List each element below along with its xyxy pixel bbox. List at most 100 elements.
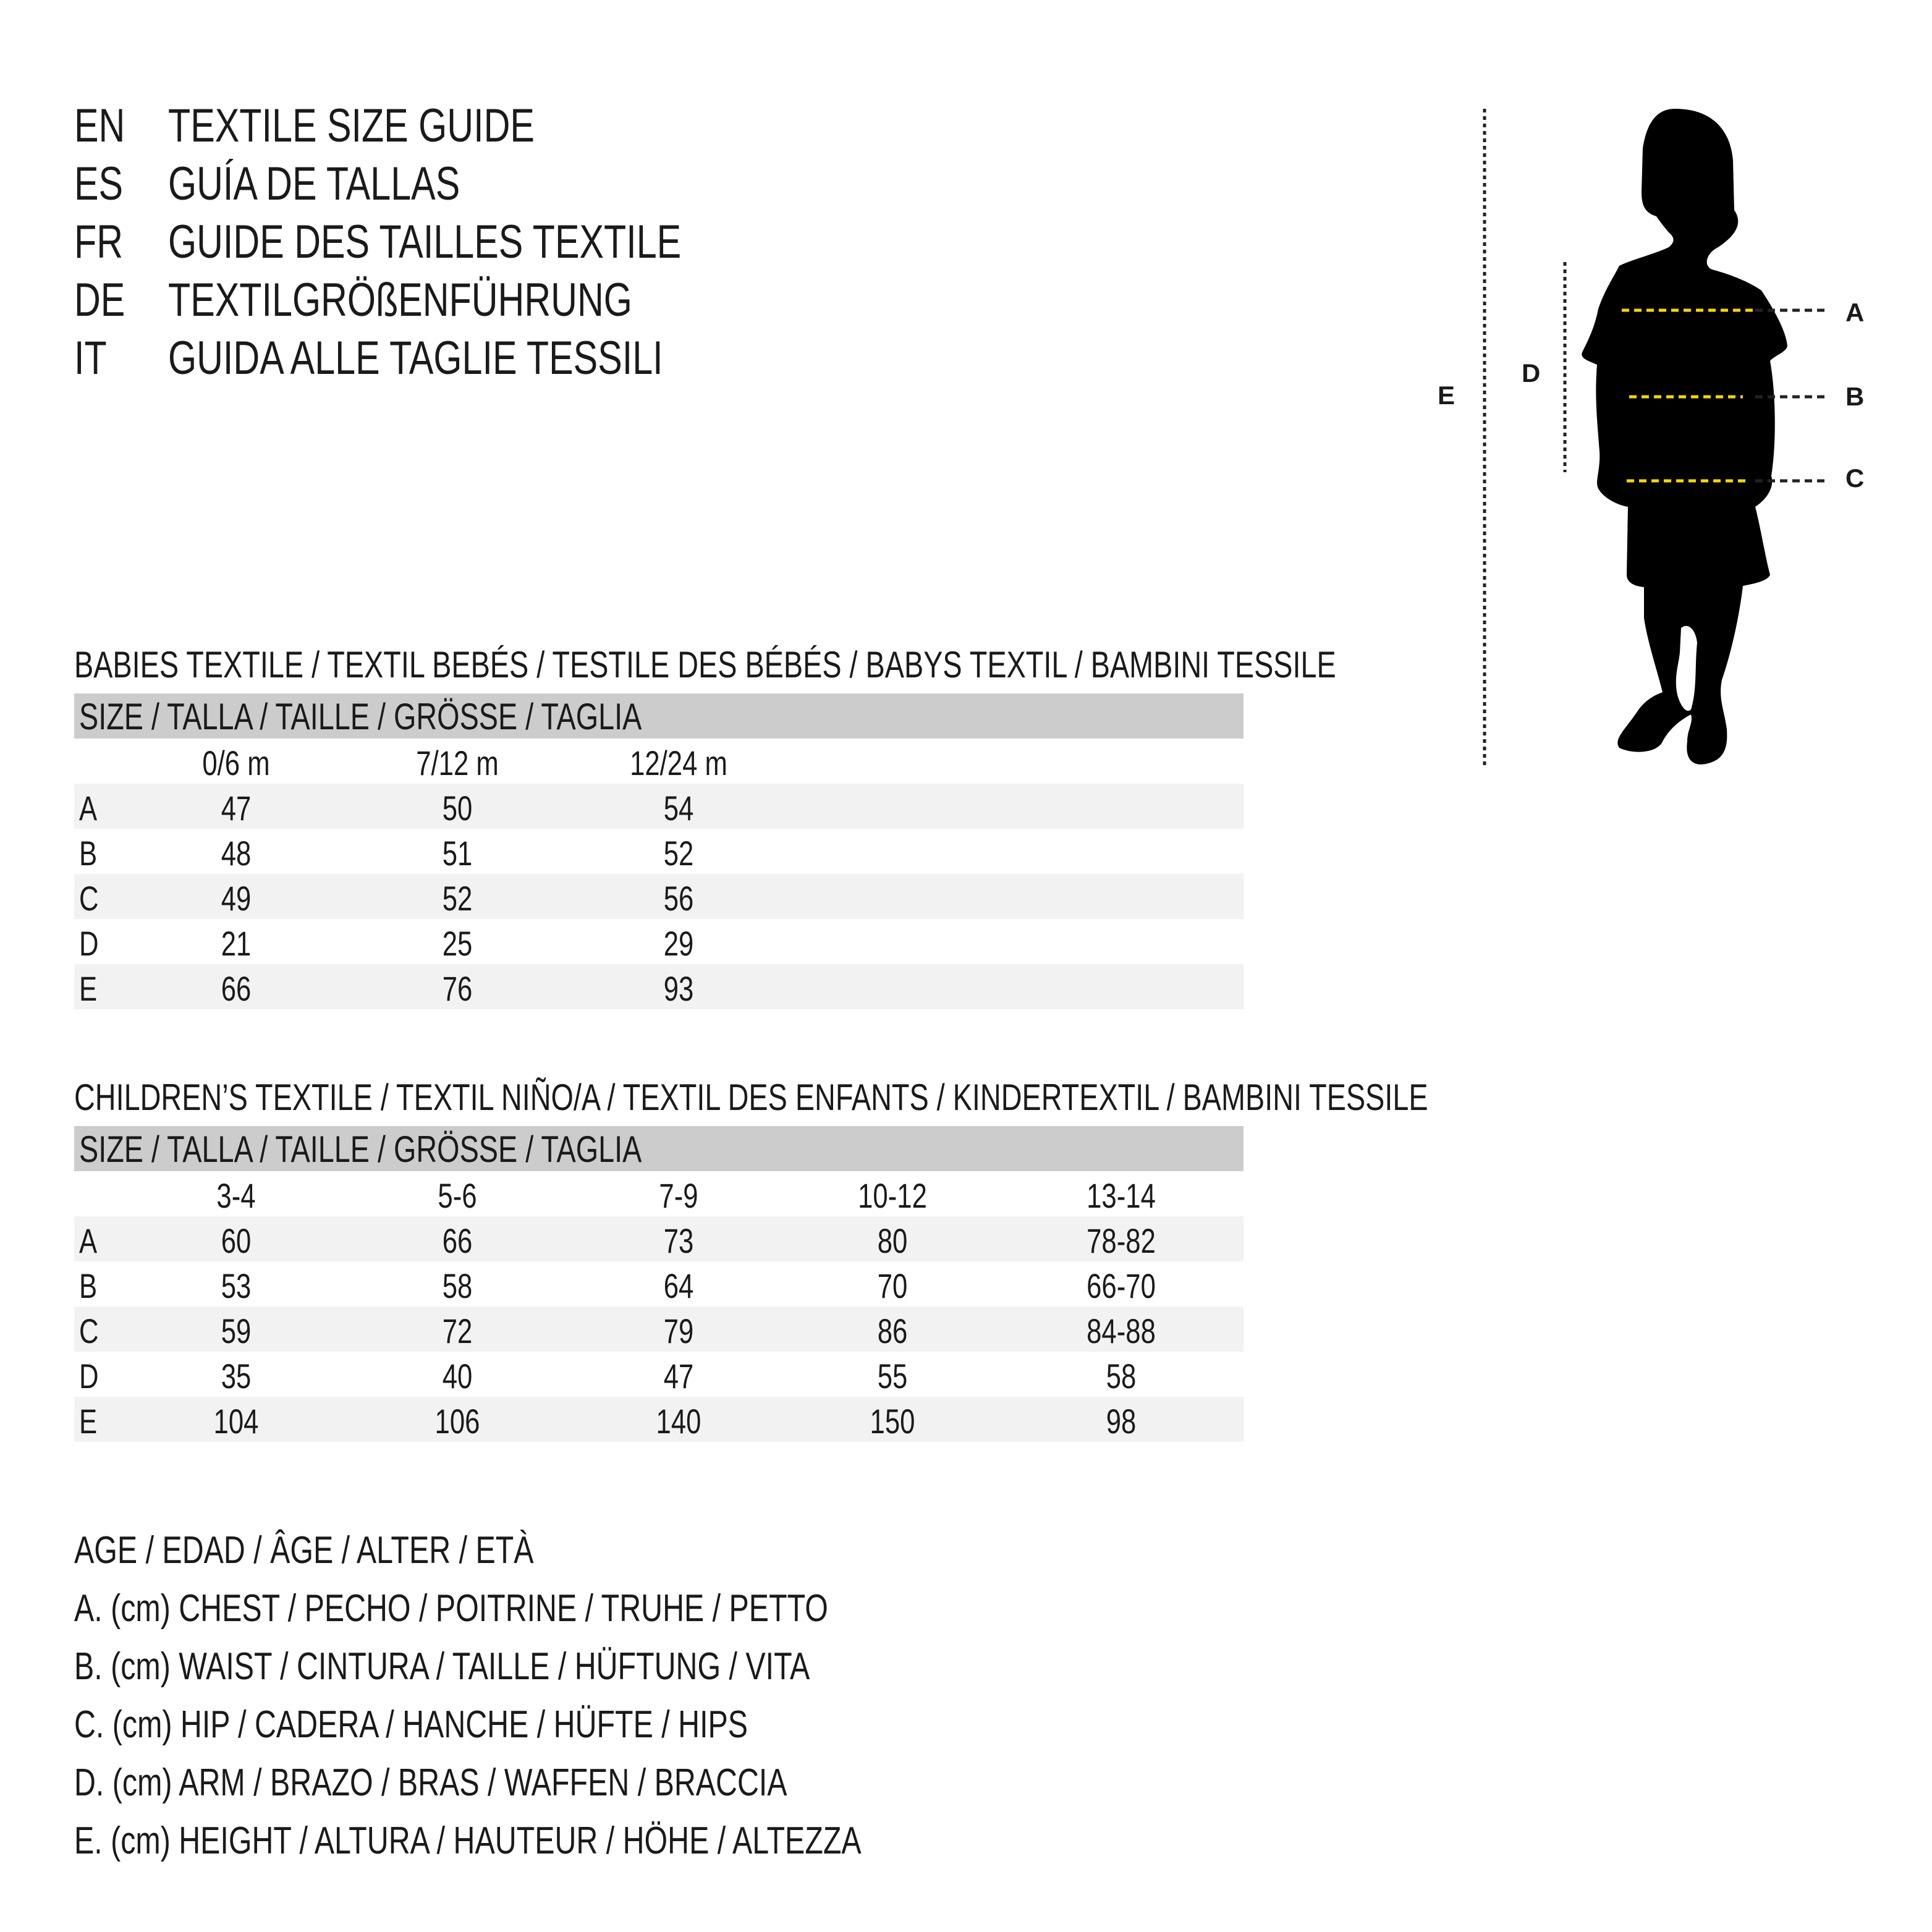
table-header-bar xyxy=(74,1126,1244,1171)
table-cell: 40 xyxy=(443,1359,496,1394)
table-cell-text: 60 xyxy=(221,1221,252,1260)
table-cell: 52 xyxy=(664,836,717,871)
column-header: 0/6 m xyxy=(202,746,323,781)
row-label-text: E xyxy=(79,969,98,1008)
table-cell-text: 140 xyxy=(656,1402,701,1441)
label-c: C xyxy=(1845,464,1864,493)
table-cell-text: 98 xyxy=(1106,1402,1137,1441)
legend-item: E. (cm) HEIGHT / ALTURA / HAUTEUR / HÖHE… xyxy=(74,1822,1083,1860)
column-header: 12/24 m xyxy=(630,746,803,781)
row-label: E xyxy=(79,1404,102,1439)
row-label-text: A xyxy=(79,789,98,828)
table-cell: 56 xyxy=(664,881,717,916)
table-cell: 49 xyxy=(221,881,274,916)
row-label-text: B xyxy=(79,834,98,873)
title-text: GUÍA DE TALLAS xyxy=(168,161,542,208)
legend-item-text: AGE / EDAD / ÂGE / ALTER / ETÀ xyxy=(74,1529,534,1572)
table-cell: 80 xyxy=(878,1224,931,1258)
table-cell-text: 21 xyxy=(221,924,252,963)
title-lang-code: FR xyxy=(74,219,137,266)
table-cell: 66 xyxy=(221,972,274,1006)
table-cell: 70 xyxy=(878,1269,931,1303)
table-row-stripe xyxy=(74,964,1244,1009)
table-cell-text: 55 xyxy=(877,1357,908,1396)
row-label-text: B xyxy=(79,1266,98,1305)
table-cell: 35 xyxy=(221,1359,274,1394)
table-cell-text: 47 xyxy=(663,1357,694,1396)
title-text-text: GUIDA ALLE TAGLIE TESSILI xyxy=(168,332,663,384)
table-cell: 104 xyxy=(214,1404,294,1439)
title-lang-code-text: EN xyxy=(74,100,125,152)
table-cell-text: 52 xyxy=(442,879,473,918)
table-cell-text: 47 xyxy=(221,789,252,828)
table-cell-text: 49 xyxy=(221,879,252,918)
table-cell: 54 xyxy=(664,791,717,826)
leg-gap xyxy=(1676,625,1697,711)
table-cell: 48 xyxy=(221,836,274,871)
section-title: BABIES TEXTILE / TEXTIL BEBÉS / TESTILE … xyxy=(74,646,1692,684)
title-text: GUIDE DES TAILLES TEXTILE xyxy=(168,219,826,266)
table-cell: 86 xyxy=(878,1314,931,1349)
row-label: B xyxy=(79,1269,102,1303)
table-cell: 55 xyxy=(878,1359,931,1394)
title-lang-code-text: FR xyxy=(74,216,124,268)
table-cell-text: 66-70 xyxy=(1087,1266,1156,1305)
table-cell-text: 25 xyxy=(442,924,473,963)
table-cell: 58 xyxy=(443,1269,496,1303)
row-label: C xyxy=(79,881,104,916)
title-lang-code: ES xyxy=(74,161,137,208)
table-row-stripe xyxy=(74,1216,1244,1261)
legend-item-text: B. (cm) WAIST / CINTURA / TAILLE / HÜFTU… xyxy=(74,1645,810,1688)
table-cell: 29 xyxy=(664,926,717,961)
table-cell: 73 xyxy=(664,1224,717,1258)
table-cell: 78-82 xyxy=(1087,1224,1210,1258)
row-label-text: D xyxy=(79,924,99,963)
legend-item-text: A. (cm) CHEST / PECHO / POITRINE / TRUHE… xyxy=(74,1587,828,1630)
table-cell-text: 84-88 xyxy=(1087,1311,1156,1350)
legend-item: B. (cm) WAIST / CINTURA / TAILLE / HÜFTU… xyxy=(74,1648,1017,1686)
table-row-stripe xyxy=(74,1307,1244,1352)
table-cell: 58 xyxy=(1106,1359,1159,1394)
table-cell-text: 93 xyxy=(663,969,694,1008)
table-cell-text: 76 xyxy=(442,969,473,1008)
table-header-bar xyxy=(74,693,1244,739)
table-cell: 64 xyxy=(664,1269,717,1303)
table-header: SIZE / TALLA / TAILLE / GRÖSSE / TAGLIA xyxy=(79,1131,800,1168)
column-header: 7-9 xyxy=(659,1179,729,1213)
table-cell-text: 40 xyxy=(442,1357,473,1396)
table-cell-text: 70 xyxy=(877,1266,908,1305)
row-label-text: C xyxy=(79,879,99,918)
child-silhouette-icon xyxy=(1582,109,1787,765)
table-cell-text: 54 xyxy=(663,789,694,828)
table-cell-text: 66 xyxy=(442,1221,473,1260)
table-cell: 150 xyxy=(870,1404,950,1439)
row-label: A xyxy=(79,791,102,826)
title-lang-code-text: DE xyxy=(74,274,125,326)
table-cell-text: 29 xyxy=(663,924,694,963)
title-lang-code: IT xyxy=(74,335,116,382)
table-row-stripe xyxy=(74,784,1244,829)
title-text-text: TEXTILGRÖßENFÜHRUNG xyxy=(168,274,632,326)
legend-item-text: D. (cm) ARM / BRAZO / BRAS / WAFFEN / BR… xyxy=(74,1761,787,1804)
row-label-text: E xyxy=(79,1402,98,1441)
row-label-text: D xyxy=(79,1357,99,1396)
table-cell: 53 xyxy=(221,1269,274,1303)
table-cell: 21 xyxy=(221,926,274,961)
column-header: 3-4 xyxy=(216,1179,286,1213)
section-title-text: BABIES TEXTILE / TEXTIL BEBÉS / TESTILE … xyxy=(74,644,1336,685)
table-cell-text: 66 xyxy=(221,969,252,1008)
column-header: 7/12 m xyxy=(416,746,563,781)
row-label-text: C xyxy=(79,1311,99,1350)
title-text: TEXTILGRÖßENFÜHRUNG xyxy=(168,277,763,324)
table-cell: 93 xyxy=(664,972,717,1006)
row-label: D xyxy=(79,1359,104,1394)
title-text: GUIDA ALLE TAGLIE TESSILI xyxy=(168,335,802,382)
table-header-text: SIZE / TALLA / TAILLE / GRÖSSE / TAGLIA xyxy=(79,696,642,737)
column-header-text: 12/24 m xyxy=(630,744,727,782)
table-cell: 76 xyxy=(443,972,496,1006)
column-header-text: 7-9 xyxy=(659,1176,698,1215)
table-cell-text: 150 xyxy=(870,1402,915,1441)
table-row-stripe xyxy=(74,874,1244,919)
title-text: TEXTILE SIZE GUIDE xyxy=(168,103,638,150)
row-label: E xyxy=(79,972,102,1006)
